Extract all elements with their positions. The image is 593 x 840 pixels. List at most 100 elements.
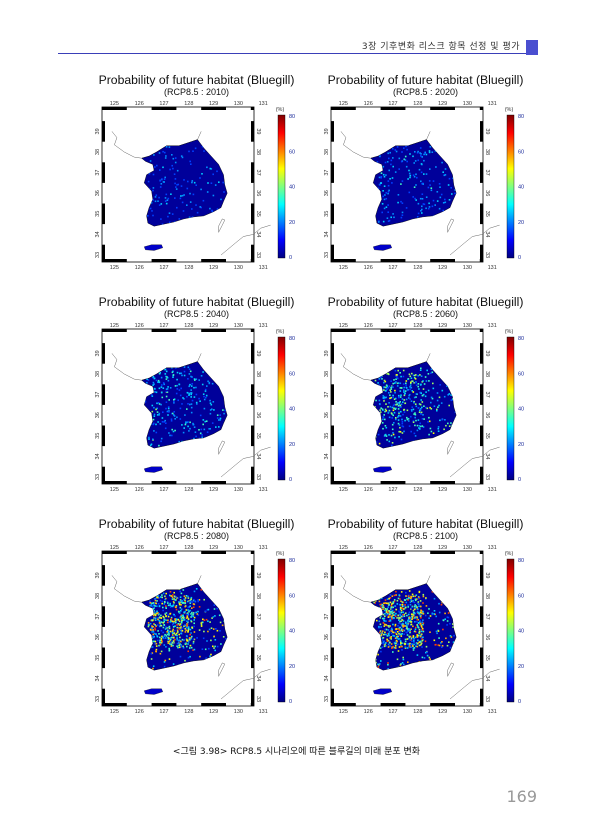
- lon-tick-label-bottom: 128: [413, 265, 422, 271]
- lat-tick-label-left: 34: [95, 231, 101, 237]
- habitat-probability-map: 125 125 126 126 127 127 128 128 129 129 130 130 131 1…: [324, 323, 524, 493]
- lat-tick-label-right: 36: [255, 412, 261, 418]
- japan-coastline: [449, 446, 500, 478]
- lon-tick-label-bottom: 131: [259, 709, 268, 715]
- habitat-probability-map: 125 125 126 126 127 127 128 128 129 129 130 130 131 1…: [95, 545, 295, 715]
- colorbar-tick-label: 0: [518, 477, 521, 483]
- colorbar-tick-label: 80: [289, 114, 295, 120]
- lat-tick-label-left: 36: [324, 190, 330, 196]
- lon-tick-label-bottom: 130: [463, 709, 472, 715]
- colorbar-unit: (%): [276, 551, 285, 557]
- panel-subtitle: (RCP8.5 : 2060): [392, 309, 459, 319]
- lon-tick-label-bottom: 126: [135, 487, 144, 493]
- colorbar-tick-label: 80: [518, 558, 524, 564]
- lat-tick-label-right: 39: [255, 572, 261, 578]
- lat-tick-label-left: 35: [95, 655, 101, 661]
- lon-tick-label-top: 131: [259, 545, 268, 551]
- lat-tick-label-right: 34: [255, 453, 261, 459]
- lat-tick-label-left: 37: [95, 614, 101, 620]
- colorbar-tick-label: 20: [289, 220, 295, 226]
- panel-title: Probability of future habitat (Bluegill): [98, 73, 295, 87]
- colorbar-tick-label: 80: [518, 114, 524, 120]
- habitat-map-panel: Probability of future habitat (Bluegill)…: [84, 73, 309, 293]
- lon-tick-label-top: 130: [234, 323, 243, 329]
- colorbar-tick-label: 40: [289, 185, 295, 191]
- habitat-probability-map: 125 125 126 126 127 127 128 128 129 129 130 130 131 1…: [95, 101, 295, 271]
- lat-tick-label-right: 35: [484, 433, 490, 439]
- lon-tick-label-bottom: 125: [110, 487, 119, 493]
- lon-tick-label-top: 127: [388, 101, 397, 107]
- colorbar-tick-label: 40: [518, 407, 524, 413]
- lat-tick-label-right: 38: [255, 371, 261, 377]
- lat-tick-label-left: 33: [324, 696, 330, 702]
- lat-tick-label-right: 35: [484, 655, 490, 661]
- lat-tick-label-right: 36: [484, 634, 490, 640]
- lon-tick-label-top: 129: [209, 101, 218, 107]
- lat-tick-label-left: 33: [324, 474, 330, 480]
- panel-title: Probability of future habitat (Bluegill): [327, 517, 524, 531]
- lat-tick-label-right: 34: [484, 453, 490, 459]
- lon-tick-label-top: 125: [339, 545, 348, 551]
- colorbar-tick-label: 60: [289, 371, 295, 377]
- lat-tick-label-left: 33: [95, 252, 101, 258]
- lon-tick-label-bottom: 130: [463, 265, 472, 271]
- figure-caption: <그림 3.98> RCP8.5 시나리오에 따른 블루길의 미래 분포 변화: [172, 747, 421, 757]
- jeju-island: [372, 244, 393, 251]
- lat-tick-label-left: 37: [324, 614, 330, 620]
- lat-tick-label-right: 34: [255, 231, 261, 237]
- lon-tick-label-bottom: 131: [259, 487, 268, 493]
- lon-tick-label-bottom: 129: [438, 487, 447, 493]
- lat-tick-label-left: 34: [324, 231, 330, 237]
- panel-title: Probability of future habitat (Bluegill): [327, 73, 524, 87]
- lat-tick-label-left: 35: [95, 433, 101, 439]
- lon-tick-label-bottom: 128: [184, 487, 193, 493]
- lat-tick-label-right: 34: [484, 231, 490, 237]
- lon-tick-label-bottom: 127: [159, 709, 168, 715]
- jeju-island: [143, 244, 164, 251]
- lat-tick-label-right: 36: [484, 412, 490, 418]
- lat-tick-label-right: 39: [484, 128, 490, 134]
- lon-tick-label-bottom: 130: [234, 265, 243, 271]
- colorbar-tick-label: 80: [289, 558, 295, 564]
- lon-tick-label-bottom: 127: [159, 265, 168, 271]
- colorbar-tick-label: 60: [289, 149, 295, 155]
- panel-subtitle: (RCP8.5 : 2080): [163, 531, 230, 541]
- lat-tick-label-right: 39: [484, 350, 490, 356]
- lon-tick-label-top: 125: [110, 323, 119, 329]
- lon-tick-label-bottom: 126: [135, 265, 144, 271]
- habitat-probability-cells: [373, 588, 456, 670]
- colorbar-tick-label: 0: [518, 255, 521, 261]
- lon-tick-label-bottom: 127: [388, 709, 397, 715]
- lat-tick-label-right: 34: [255, 675, 261, 681]
- lat-tick-label-right: 34: [484, 675, 490, 681]
- colorbar-tick-label: 60: [518, 593, 524, 599]
- japan-coastline: [220, 668, 271, 700]
- lon-tick-label-top: 130: [234, 545, 243, 551]
- colorbar-tick-label: 0: [289, 255, 292, 261]
- lat-tick-label-left: 34: [95, 675, 101, 681]
- lon-tick-label-top: 127: [159, 323, 168, 329]
- colorbar-tick-label: 40: [289, 407, 295, 413]
- page-number: 169: [506, 787, 537, 806]
- lat-tick-label-right: 36: [255, 634, 261, 640]
- habitat-map-panel: Probability of future habitat (Bluegill)…: [313, 73, 538, 293]
- lat-tick-label-left: 33: [95, 474, 101, 480]
- habitat-map-panel: Probability of future habitat (Bluegill)…: [84, 295, 309, 515]
- lat-tick-label-left: 36: [95, 634, 101, 640]
- colorbar-tick-label: 20: [289, 664, 295, 670]
- colorbar: [506, 114, 515, 259]
- lat-tick-label-right: 39: [255, 128, 261, 134]
- lon-tick-label-bottom: 125: [339, 265, 348, 271]
- colorbar-unit: (%): [276, 107, 285, 113]
- lon-tick-label-top: 131: [488, 323, 497, 329]
- lat-tick-label-right: 33: [255, 696, 261, 702]
- lon-tick-label-bottom: 129: [438, 709, 447, 715]
- lat-tick-label-left: 38: [324, 371, 330, 377]
- lon-tick-label-top: 128: [413, 545, 422, 551]
- panel-title: Probability of future habitat (Bluegill): [327, 295, 524, 309]
- lon-tick-label-top: 131: [488, 101, 497, 107]
- tsushima-island: [447, 440, 455, 455]
- lon-tick-label-top: 126: [135, 323, 144, 329]
- colorbar-tick-label: 80: [518, 336, 524, 342]
- lat-tick-label-left: 35: [95, 211, 101, 217]
